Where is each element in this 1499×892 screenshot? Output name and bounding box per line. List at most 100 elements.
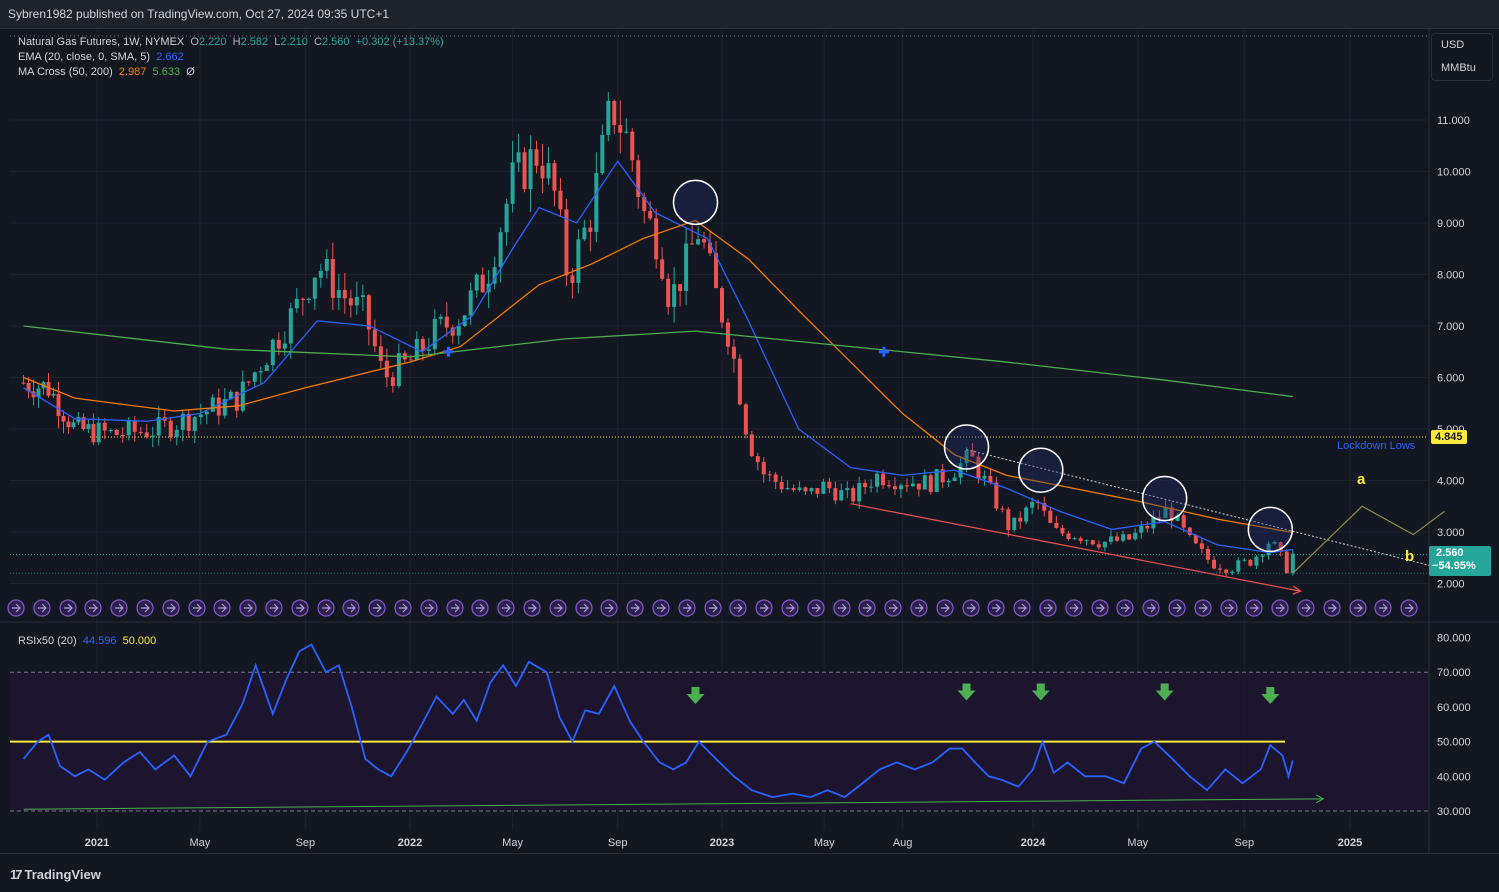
candle-body [126, 420, 131, 436]
price-chart[interactable]: 11.00010.0009.0008.0007.0006.0005.0004.0… [0, 0, 1499, 853]
candle-body [737, 358, 742, 405]
last-price-value: 2.560 [1436, 547, 1464, 559]
unit-selector[interactable]: USD MMBtu [1431, 33, 1493, 81]
lockdown-lows-label: Lockdown Lows [1337, 440, 1416, 452]
candle-body [1000, 508, 1005, 510]
candle-body [606, 100, 611, 135]
event-arrow-icon [528, 603, 537, 613]
candle-body [144, 432, 149, 438]
candle-body [216, 397, 221, 416]
candle-body [174, 429, 179, 438]
candle-body [114, 430, 119, 436]
open-value: 2.220 [198, 36, 227, 48]
candle-body [546, 163, 551, 179]
rsi-trendline [23, 798, 1324, 810]
currency-label: USD [1441, 39, 1465, 51]
candle-body [851, 488, 856, 502]
candle-body [258, 371, 263, 373]
candle-body [1248, 559, 1253, 566]
candle-body [600, 134, 605, 174]
unit-label: MMBtu [1441, 62, 1476, 74]
candle-body [1260, 555, 1265, 557]
event-arrow-icon [1173, 603, 1182, 613]
candles [21, 92, 1295, 577]
event-arrow-icon [1070, 603, 1079, 613]
candle-body [1133, 532, 1138, 540]
candle-body [839, 490, 844, 501]
candle-body [1290, 553, 1295, 574]
candle-body [61, 415, 66, 422]
event-arrow-icon [683, 603, 692, 613]
event-arrow-icon [992, 603, 1001, 613]
candle-body [863, 482, 868, 488]
candle-body [720, 288, 724, 323]
tradingview-logo[interactable]: 17 TradingView [10, 867, 101, 882]
event-arrow-icon [1121, 603, 1130, 613]
change-value: +0.302 (+13.37%) [355, 36, 444, 48]
ema-value: 2.662 [156, 51, 184, 63]
candle-body [246, 381, 251, 383]
candle-body [378, 346, 383, 361]
candle-body [964, 450, 969, 464]
candle-body [910, 483, 915, 487]
price-axis-label: 8.000 [1437, 270, 1465, 282]
candle-body [749, 434, 754, 457]
candle-body [576, 239, 581, 283]
candle-body [922, 475, 927, 490]
event-arrow-icon [760, 603, 769, 613]
candle-body [1090, 540, 1095, 545]
candle-body [916, 483, 921, 490]
candle-body [1236, 560, 1241, 572]
candle-body [276, 339, 281, 349]
candle-body [648, 211, 653, 219]
candle-body [833, 488, 838, 501]
candle-body [1157, 517, 1162, 519]
candle-body [294, 298, 299, 309]
down-arrow-icon [1261, 686, 1280, 704]
candle-body [708, 242, 713, 254]
event-markers [7, 599, 1418, 617]
candle-body [887, 485, 892, 487]
event-arrow-icon [167, 603, 176, 613]
candle-body [306, 298, 311, 300]
candle-body [803, 487, 808, 492]
event-arrow-icon [399, 603, 408, 613]
rsi-line [22, 643, 1294, 799]
candle-body [312, 277, 317, 299]
candle-body [180, 413, 185, 430]
candle-body [1205, 548, 1210, 560]
candle-body [564, 209, 569, 276]
price-axis-label: 11.000 [1437, 115, 1470, 127]
candle-body [540, 165, 545, 179]
rsi-legend: RSIx50 (20) 44.596 50.000 [18, 634, 156, 649]
candle-body [1121, 534, 1126, 541]
event-arrow-icon [451, 603, 460, 613]
candle-body [1030, 502, 1035, 508]
event-arrow-icon [1405, 603, 1414, 613]
candle-body [228, 391, 233, 400]
low-value: 2.210 [280, 36, 308, 48]
candle-body [36, 388, 41, 398]
candle-body [1278, 542, 1283, 552]
ma-200-line [23, 325, 1293, 398]
candle-body [767, 474, 772, 476]
event-arrow-icon [863, 603, 872, 613]
candle-body [696, 239, 701, 245]
time-axis-label: 2024 [1021, 837, 1046, 849]
candle-body [192, 417, 197, 431]
candle-body [904, 485, 909, 487]
candle-body [1169, 507, 1174, 521]
event-arrow-icon [889, 603, 898, 613]
candle-body [51, 393, 56, 396]
candle-body [636, 160, 641, 198]
event-arrow-icon [1147, 603, 1156, 613]
event-arrow-icon [915, 603, 924, 613]
ema-20-line [23, 160, 1293, 554]
candle-body [480, 274, 485, 293]
candle-body [761, 462, 766, 475]
candle-body [46, 382, 51, 396]
high-value: 2.582 [240, 36, 269, 48]
projection-path [1292, 505, 1445, 574]
candle-body [168, 420, 173, 438]
candle-body [81, 417, 86, 430]
